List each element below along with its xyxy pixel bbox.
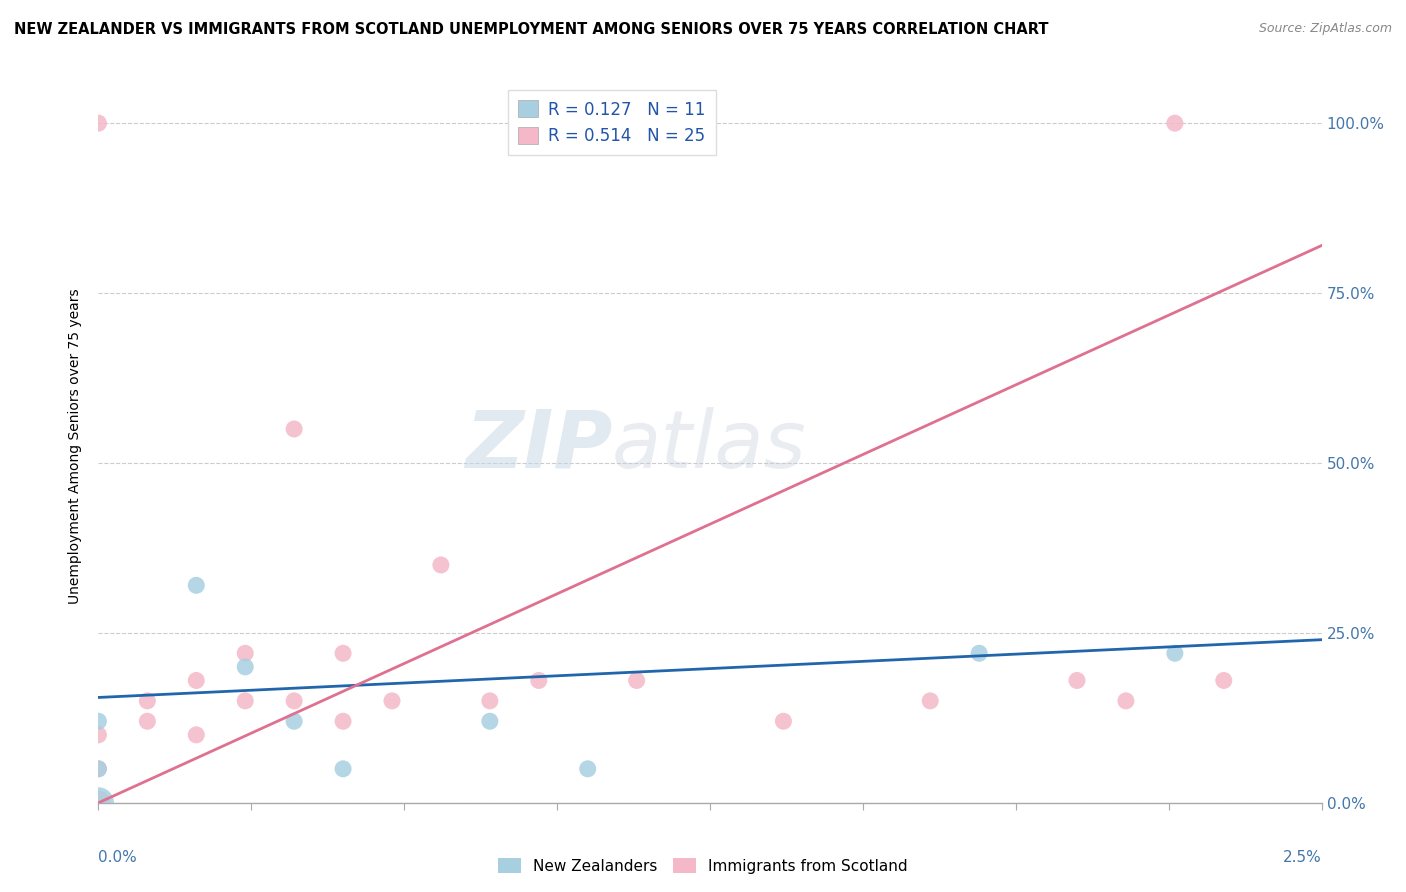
Point	[186, 728, 208, 742]
Point	[1164, 116, 1187, 130]
Point	[1212, 673, 1234, 688]
Point	[283, 694, 305, 708]
Point	[1066, 673, 1088, 688]
Point	[1115, 694, 1137, 708]
Point	[772, 714, 794, 729]
Text: NEW ZEALANDER VS IMMIGRANTS FROM SCOTLAND UNEMPLOYMENT AMONG SENIORS OVER 75 YEA: NEW ZEALANDER VS IMMIGRANTS FROM SCOTLAN…	[14, 22, 1049, 37]
Text: ZIP: ZIP	[465, 407, 612, 485]
Text: 0.0%: 0.0%	[98, 850, 138, 865]
Point	[87, 728, 110, 742]
Point	[136, 694, 159, 708]
Point	[332, 646, 354, 660]
Point	[967, 646, 990, 660]
Point	[381, 694, 404, 708]
Point	[233, 646, 256, 660]
Point	[332, 762, 354, 776]
Text: atlas: atlas	[612, 407, 807, 485]
Point	[233, 660, 256, 674]
Point	[87, 714, 110, 729]
Text: Source: ZipAtlas.com: Source: ZipAtlas.com	[1258, 22, 1392, 36]
Point	[920, 694, 942, 708]
Point	[87, 796, 110, 810]
Point	[186, 578, 208, 592]
Point	[186, 673, 208, 688]
Point	[283, 422, 305, 436]
Point	[87, 796, 110, 810]
Point	[430, 558, 453, 572]
Point	[87, 762, 110, 776]
Point	[332, 714, 354, 729]
Point	[87, 762, 110, 776]
Point	[576, 762, 599, 776]
Point	[283, 714, 305, 729]
Point	[478, 714, 501, 729]
Text: 2.5%: 2.5%	[1282, 850, 1322, 865]
Point	[478, 694, 501, 708]
Point	[233, 694, 256, 708]
Y-axis label: Unemployment Among Seniors over 75 years: Unemployment Among Seniors over 75 years	[69, 288, 83, 604]
Point	[626, 673, 648, 688]
Legend: R = 0.127   N = 11, R = 0.514   N = 25: R = 0.127 N = 11, R = 0.514 N = 25	[509, 90, 716, 155]
Point	[1164, 646, 1187, 660]
Point	[136, 714, 159, 729]
Point	[87, 116, 110, 130]
Legend: New Zealanders, Immigrants from Scotland: New Zealanders, Immigrants from Scotland	[492, 852, 914, 880]
Point	[527, 673, 550, 688]
